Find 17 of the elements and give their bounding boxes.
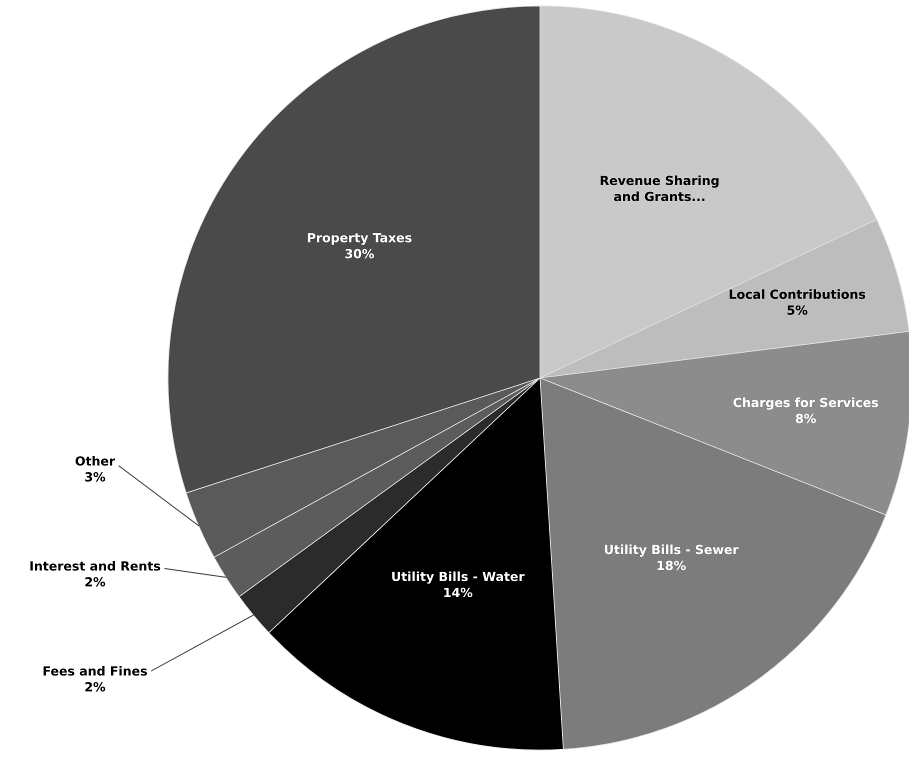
slice-label: Other bbox=[76, 456, 116, 466]
slice-label: Fees and Fines bbox=[44, 666, 147, 676]
data-label: 3% bbox=[85, 472, 106, 482]
slice-label: Interest and Rents bbox=[30, 561, 160, 571]
slice-label: Local Contributions bbox=[730, 289, 866, 299]
slice-label: Revenue Sharing and Grants... bbox=[600, 176, 719, 202]
slice-label: Property Taxes bbox=[308, 233, 412, 245]
data-label: 8% bbox=[796, 414, 816, 424]
data-label: 2% bbox=[85, 577, 106, 587]
data-label: 14% bbox=[444, 588, 472, 598]
data-label: 18% bbox=[658, 560, 686, 570]
data-label: 2% bbox=[85, 682, 106, 692]
slice-label: Utility Bills - Sewer bbox=[604, 544, 739, 557]
slice-label: Charges for Services bbox=[733, 398, 878, 410]
data-label: 5% bbox=[788, 305, 808, 315]
data-label: 30% bbox=[345, 248, 374, 258]
slice-label: Utility Bills - Water bbox=[392, 571, 525, 584]
